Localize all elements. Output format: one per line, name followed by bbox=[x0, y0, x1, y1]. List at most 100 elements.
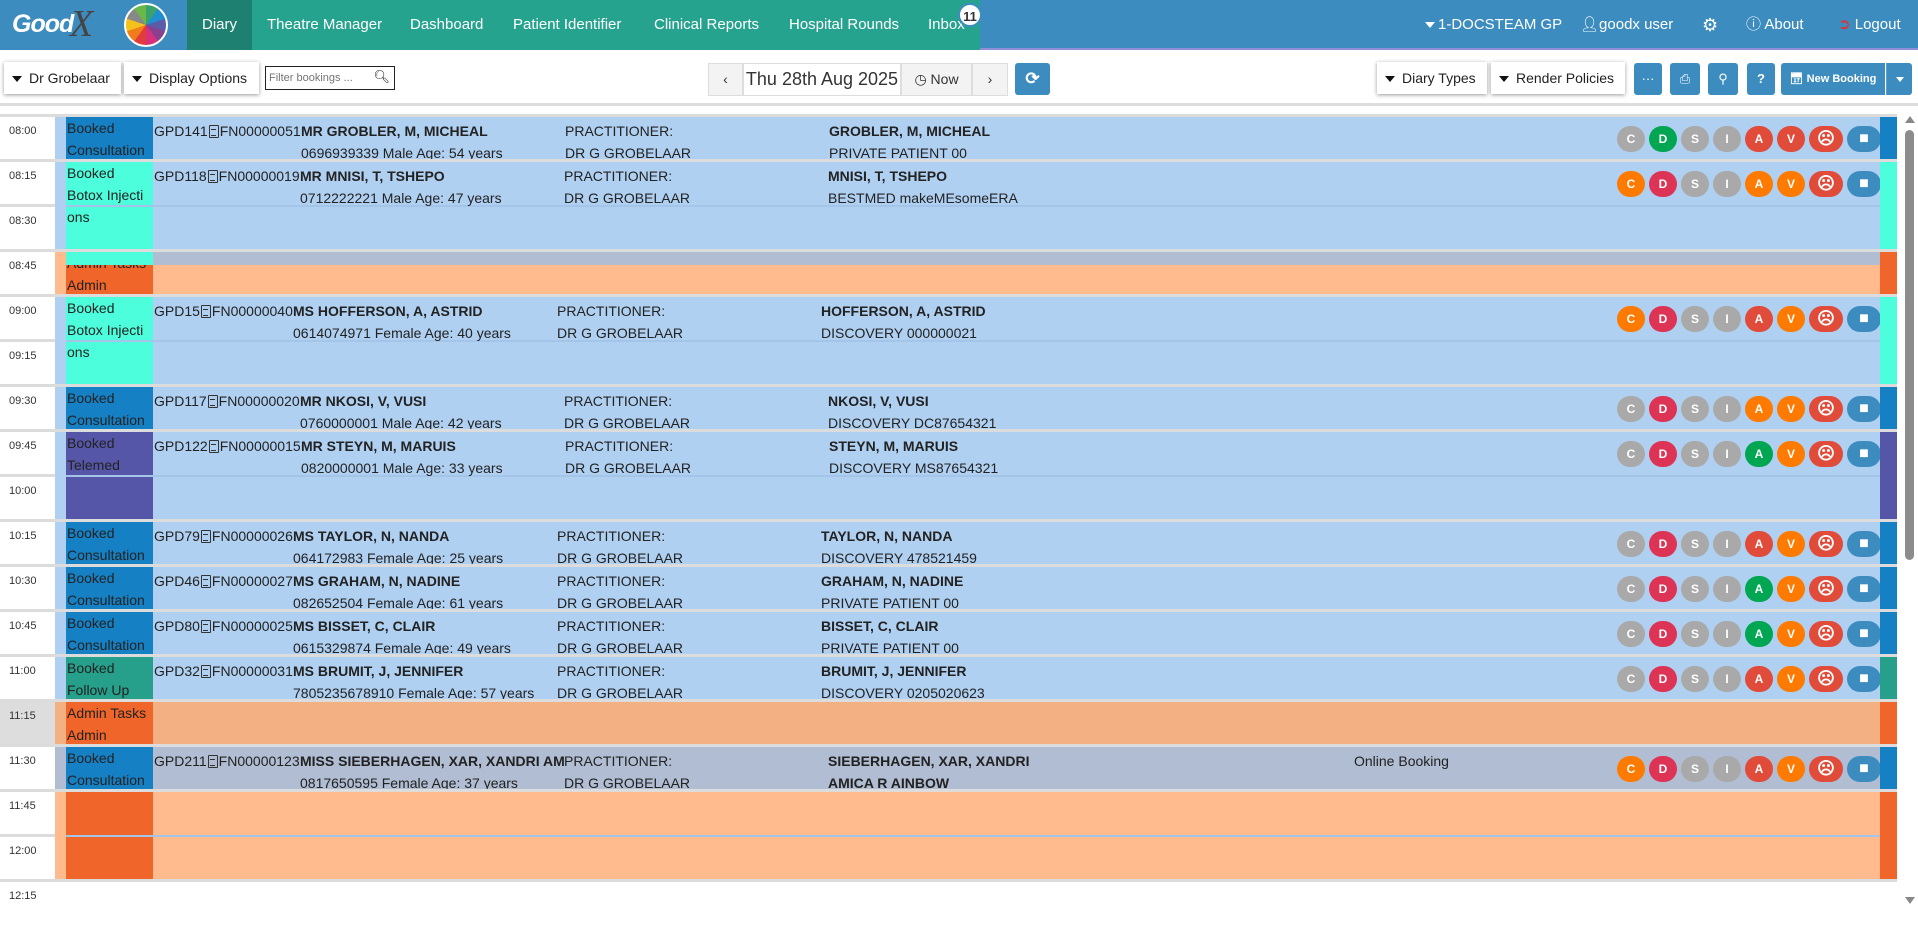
note-icon[interactable]: ■ bbox=[1847, 666, 1881, 692]
badge-a[interactable]: A bbox=[1745, 756, 1773, 782]
nav-patient-identifier[interactable]: Patient Identifier bbox=[513, 16, 622, 33]
booking-row[interactable]: Booked Consultation GPD117 FN00000020 MR NKO… bbox=[55, 387, 1897, 429]
badge-a[interactable]: A bbox=[1745, 306, 1773, 332]
badge-c[interactable]: C bbox=[1617, 756, 1645, 782]
goodx-logo[interactable]: Good X bbox=[0, 0, 187, 50]
badge-i[interactable]: I bbox=[1713, 441, 1741, 467]
badge-a[interactable]: A bbox=[1745, 621, 1773, 647]
badge-d[interactable]: D bbox=[1649, 126, 1677, 152]
logout-link[interactable]: ➲ Logout bbox=[1838, 0, 1901, 50]
admin-block[interactable] bbox=[55, 792, 1897, 879]
badge-d[interactable]: D bbox=[1649, 171, 1677, 197]
sad-face-icon[interactable]: ☹ bbox=[1809, 576, 1843, 602]
badge-d[interactable]: D bbox=[1649, 396, 1677, 422]
badge-c[interactable]: C bbox=[1617, 531, 1645, 557]
next-day-button[interactable]: › bbox=[972, 63, 1008, 96]
refresh-button[interactable]: ⟳ bbox=[1015, 63, 1050, 95]
file-icon[interactable] bbox=[208, 440, 219, 453]
admin-block[interactable]: Admin Tasks Admin bbox=[55, 252, 1897, 294]
badge-s[interactable]: S bbox=[1681, 576, 1709, 602]
nav-clinical-reports[interactable]: Clinical Reports bbox=[654, 16, 760, 33]
sad-face-icon[interactable]: ☹ bbox=[1809, 621, 1843, 647]
diary-scrollbar[interactable] bbox=[1903, 116, 1916, 906]
sad-face-icon[interactable]: ☹ bbox=[1809, 666, 1843, 692]
badge-v[interactable]: V bbox=[1777, 621, 1805, 647]
file-icon[interactable] bbox=[207, 395, 218, 408]
file-icon[interactable] bbox=[200, 530, 211, 543]
doctor-dropdown[interactable]: Dr Grobelaar bbox=[4, 62, 121, 94]
badge-d[interactable]: D bbox=[1649, 576, 1677, 602]
patient-info[interactable]: MS BISSET, C, CLAIR 0615329874 Female Age… bbox=[293, 615, 557, 654]
badge-v[interactable]: V bbox=[1777, 531, 1805, 557]
badge-i[interactable]: I bbox=[1713, 396, 1741, 422]
badge-d[interactable]: D bbox=[1649, 306, 1677, 332]
date-field[interactable]: Thu 28th Aug 2025 bbox=[743, 63, 901, 96]
patient-info[interactable]: MR STEYN, M, MARUIS 0820000001 Male Age: … bbox=[301, 435, 565, 479]
badge-d[interactable]: D bbox=[1649, 441, 1677, 467]
badge-c[interactable]: C bbox=[1617, 396, 1645, 422]
badge-a[interactable]: A bbox=[1745, 576, 1773, 602]
badge-i[interactable]: I bbox=[1713, 576, 1741, 602]
nav-theatre-manager[interactable]: Theatre Manager bbox=[267, 16, 383, 33]
badge-v[interactable]: V bbox=[1777, 396, 1805, 422]
nav-inbox[interactable]: Inbox bbox=[928, 16, 965, 33]
badge-s[interactable]: S bbox=[1681, 441, 1709, 467]
badge-a[interactable]: A bbox=[1745, 396, 1773, 422]
print-button[interactable]: ⎙ bbox=[1670, 63, 1700, 95]
badge-v[interactable]: V bbox=[1777, 576, 1805, 602]
patient-info[interactable]: MISS SIEBERHAGEN, XAR, XANDRI AMICA RAIN… bbox=[300, 750, 564, 789]
nav-dashboard[interactable]: Dashboard bbox=[410, 16, 484, 33]
note-icon[interactable]: ■ bbox=[1847, 576, 1881, 602]
booking-row[interactable]: Booked Botox Injecti ons GPD15 FN00000040 MS … bbox=[55, 297, 1897, 384]
sad-face-icon[interactable]: ☹ bbox=[1809, 531, 1843, 557]
badge-s[interactable]: S bbox=[1681, 396, 1709, 422]
badge-a[interactable]: A bbox=[1745, 531, 1773, 557]
practice-selector[interactable]: 1-DOCSTEAM GP bbox=[1425, 0, 1562, 50]
patient-info[interactable]: MS GRAHAM, N, NADINE 082652504 Female Age… bbox=[293, 570, 557, 609]
nav-diary[interactable]: Diary bbox=[187, 0, 253, 50]
badge-a[interactable]: A bbox=[1745, 441, 1773, 467]
badge-c[interactable]: C bbox=[1617, 126, 1645, 152]
patient-info[interactable]: MS TAYLOR, N, NANDA 064172983 Female Age:… bbox=[293, 525, 557, 564]
badge-a[interactable]: A bbox=[1745, 126, 1773, 152]
nav-hospital-rounds[interactable]: Hospital Rounds bbox=[789, 16, 900, 33]
patient-info[interactable]: MR GROBLER, M, MICHEAL 0696939339 Male Ag… bbox=[301, 120, 565, 159]
new-booking-dropdown[interactable] bbox=[1886, 63, 1912, 95]
patient-info[interactable]: MR MNISI, T, TSHEPO 0712222221 Male Age: … bbox=[300, 165, 564, 209]
badge-i[interactable]: I bbox=[1713, 171, 1741, 197]
note-icon[interactable]: ■ bbox=[1847, 306, 1881, 332]
file-icon[interactable] bbox=[200, 620, 211, 633]
note-icon[interactable]: ■ bbox=[1847, 531, 1881, 557]
badge-s[interactable]: S bbox=[1681, 126, 1709, 152]
badge-i[interactable]: I bbox=[1713, 306, 1741, 332]
sad-face-icon[interactable]: ☹ bbox=[1809, 441, 1843, 467]
badge-c[interactable]: C bbox=[1617, 576, 1645, 602]
booking-row[interactable]: Booked Consultation GPD79 FN00000026 MS TAYL… bbox=[55, 522, 1897, 564]
booking-row[interactable]: Booked Consultation GPD80 FN00000025 MS BISS… bbox=[55, 612, 1897, 654]
badge-c[interactable]: C bbox=[1617, 621, 1645, 647]
badge-c[interactable]: C bbox=[1617, 666, 1645, 692]
user-menu[interactable]: 👤︎goodx user bbox=[1580, 0, 1673, 50]
file-icon[interactable] bbox=[208, 125, 219, 138]
badge-s[interactable]: S bbox=[1681, 666, 1709, 692]
file-icon[interactable] bbox=[200, 665, 211, 678]
badge-d[interactable]: D bbox=[1649, 531, 1677, 557]
badge-i[interactable]: I bbox=[1713, 756, 1741, 782]
badge-s[interactable]: S bbox=[1681, 756, 1709, 782]
sad-face-icon[interactable]: ☹ bbox=[1809, 396, 1843, 422]
badge-i[interactable]: I bbox=[1713, 666, 1741, 692]
note-icon[interactable]: ■ bbox=[1847, 126, 1881, 152]
scroll-down-icon[interactable] bbox=[1905, 897, 1915, 904]
badge-i[interactable]: I bbox=[1713, 126, 1741, 152]
badge-s[interactable]: S bbox=[1681, 621, 1709, 647]
sad-face-icon[interactable]: ☹ bbox=[1809, 756, 1843, 782]
badge-s[interactable]: S bbox=[1681, 531, 1709, 557]
more-button[interactable]: ··· bbox=[1634, 63, 1662, 95]
help-button[interactable]: ? bbox=[1747, 63, 1775, 95]
badge-d[interactable]: D bbox=[1649, 621, 1677, 647]
scroll-up-icon[interactable] bbox=[1905, 116, 1915, 123]
admin-block[interactable]: Admin Tasks Admin bbox=[55, 702, 1897, 744]
sad-face-icon[interactable]: ☹ bbox=[1809, 306, 1843, 332]
badge-a[interactable]: A bbox=[1745, 666, 1773, 692]
file-icon[interactable] bbox=[207, 755, 218, 768]
